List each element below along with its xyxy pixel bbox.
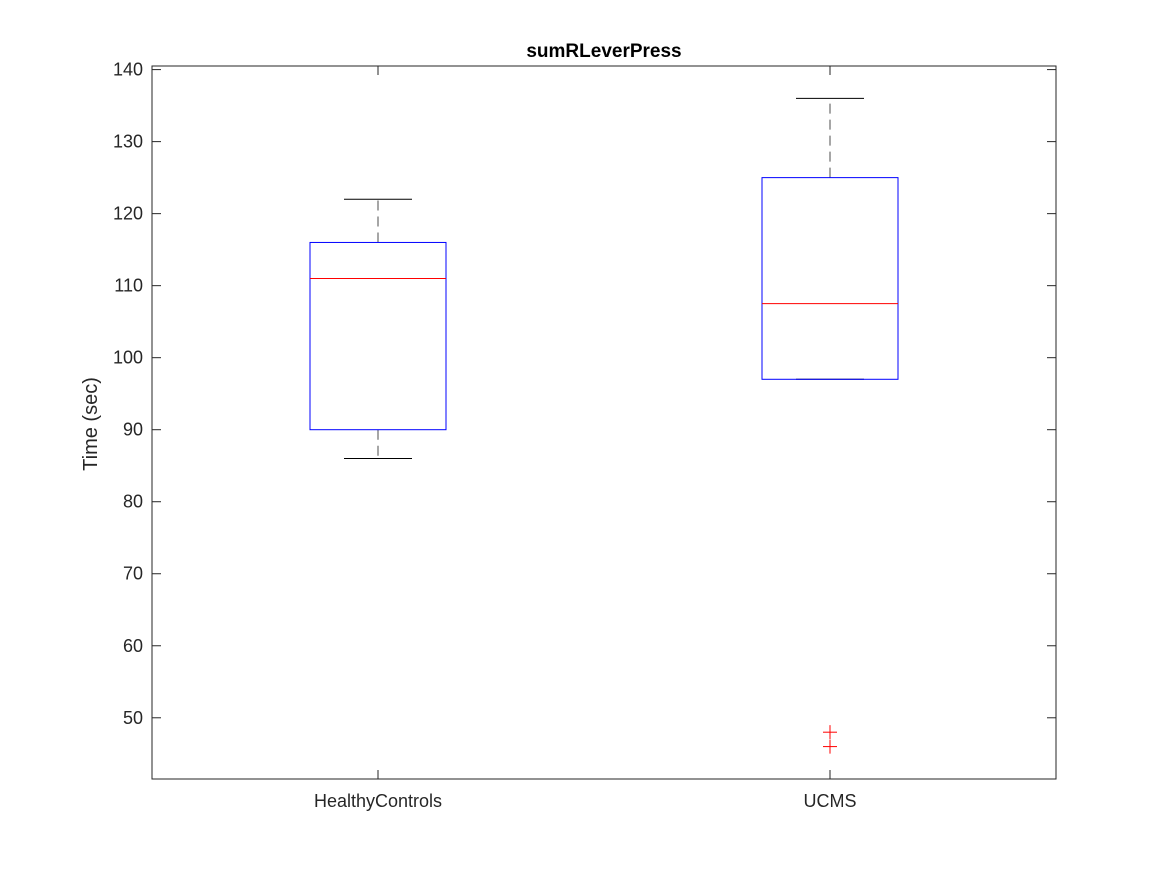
- y-tick-label: 50: [123, 708, 143, 728]
- y-axis-label: Time (sec): [80, 377, 102, 471]
- y-tick-label: 130: [113, 132, 143, 152]
- chart-title: sumRLeverPress: [526, 41, 681, 62]
- box-marks: [309, 97, 899, 754]
- y-tick-label: 140: [113, 60, 143, 80]
- plot-area-frame: [151, 65, 1057, 780]
- box-iqr: [309, 241, 447, 431]
- y-tick-label: 70: [123, 564, 143, 584]
- box-iqr: [761, 177, 899, 380]
- y-tick-label: 100: [113, 348, 143, 368]
- y-tick-label: 120: [113, 204, 143, 224]
- box-group: [309, 198, 447, 460]
- outlier-point: [823, 725, 837, 740]
- box-group: [761, 97, 899, 754]
- y-tick-label: 60: [123, 636, 143, 656]
- outlier-point: [823, 739, 837, 754]
- x-tick-label: UCMS: [804, 791, 857, 811]
- x-tick-label: HealthyControls: [314, 791, 442, 811]
- y-tick-label: 90: [123, 420, 143, 440]
- axis-ticks: 50 60 70 80 90 100 110 120 130 140 HealthyControls…: [113, 60, 1056, 811]
- y-tick-label: 110: [114, 276, 143, 296]
- y-tick-label: 80: [123, 492, 143, 512]
